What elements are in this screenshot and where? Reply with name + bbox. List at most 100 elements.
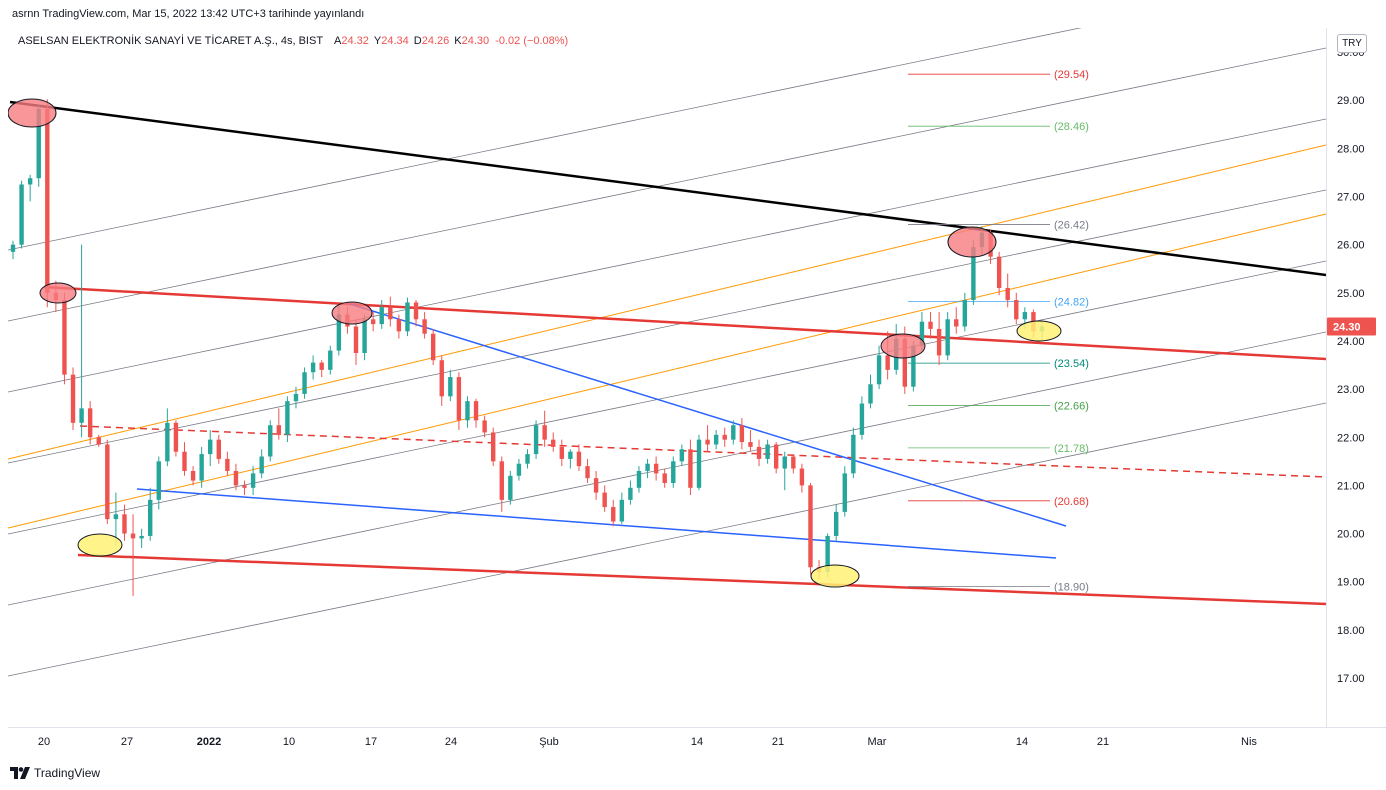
last-price-tag [1327,317,1376,336]
candle-body [10,244,16,252]
high-value: 24.34 [381,35,409,47]
fib-level-label: (24.82) [1054,296,1089,308]
x-axis-tick-label: Mar [868,736,887,748]
y-axis-tick-label: 25.00 [1337,288,1365,300]
candle-body [936,328,942,356]
candle-body [165,422,170,462]
pivot-high-marker [39,282,77,304]
candle-body [156,461,161,500]
candle-body [722,434,727,440]
candle-body [868,384,873,404]
fib-level-label: (26.42) [1054,219,1089,231]
channel-orange-line [8,213,1326,529]
candle-body [473,401,479,421]
candle-body [370,319,376,325]
x-axis-tick-label: Nis [1241,736,1257,748]
fib-level-label: (22.66) [1054,400,1089,412]
candle-body [696,439,702,488]
footer-branding[interactable]: TradingView [10,764,100,782]
published-info: asrnn TradingView.com, Mar 15, 2022 13:4… [12,8,365,20]
channel-orange-line [8,144,1326,460]
candle-body [611,507,616,522]
candle-body [628,487,633,500]
blue-trendline-upper [349,303,1067,527]
candle-body [45,108,50,293]
candle-body [773,444,779,469]
currency-button[interactable]: TRY [1337,34,1367,53]
candle-body [954,319,959,327]
candle-body [173,422,179,452]
candle-body [911,345,916,387]
candle-body [362,319,367,353]
y-axis-tick-label: 29.00 [1337,95,1365,107]
candle-body [825,535,830,573]
channel-gray-line [8,331,1326,606]
candle-body [902,338,907,387]
channel-gray-line [8,47,1326,322]
candle-body [1022,312,1028,320]
candle-body [19,184,24,245]
x-axis-tick-label: 27 [121,736,133,748]
y-axis-tick-label: 21.00 [1337,480,1365,492]
candle-body [233,470,239,486]
candle-body [199,454,204,481]
candle-body [679,449,685,462]
candle-body [225,458,230,471]
candle-body [319,362,324,370]
candle-body [508,475,513,500]
candle-body [422,319,427,334]
candle-body [430,333,436,361]
x-axis-tick-label: 10 [283,736,295,748]
candle-body [782,456,787,469]
candle-body [302,372,307,394]
candle-body [328,350,333,370]
candle-body [413,302,419,320]
candle-body [551,439,556,447]
candle-body [62,300,67,375]
pivot-high-marker [8,98,57,128]
candle-body [851,434,856,474]
candle-body [379,307,384,325]
x-axis-tick-label: 21 [772,736,784,748]
pivot-low-marker [77,533,123,557]
x-axis-tick-label: 2022 [197,736,221,748]
x-axis-tick-label: 24 [445,736,457,748]
candle-body [250,473,256,488]
candle-body [27,178,33,185]
x-axis-tick-label: 20 [38,736,50,748]
y-axis-tick-label: 18.00 [1337,625,1365,637]
fib-level-label: (18.90) [1054,582,1089,594]
candle-body [353,326,359,353]
x-axis-tick-label: Şub [539,736,559,748]
y-axis-tick-label: 28.00 [1337,143,1365,155]
candle-body [139,535,144,539]
candle-body [242,485,247,488]
candle-body [1005,287,1010,301]
low-value: 24.26 [421,35,450,47]
candle-body [388,307,393,320]
candle-body [533,425,539,455]
candle-body [190,470,196,481]
y-axis-tick-label: 27.00 [1337,192,1365,204]
candle-body [748,442,753,447]
candle-body [456,377,462,421]
open-label: A [334,35,342,47]
candle-body [96,437,101,445]
candle-body [122,514,127,534]
high-label: Y [373,35,382,47]
candle-body [36,108,41,179]
candle-body [971,247,976,301]
publish-bar: asrnn TradingView.com, Mar 15, 2022 13:4… [0,0,1386,28]
candle-body [705,439,710,445]
channel-gray-line [8,402,1326,677]
candle-body [182,451,187,471]
symbol-name[interactable]: ASELSAN ELEKTRONİK SANAYİ VE TİCARET A.Ş… [18,35,324,47]
x-axis-tick-label: 21 [1097,736,1109,748]
channel-gray-line [8,189,1326,464]
pivot-high-marker [331,301,373,325]
candle-body [739,425,745,443]
y-axis-tick-label: 17.00 [1337,673,1365,685]
red-dashed-midline [79,425,1326,478]
fib-level-label: (21.78) [1054,443,1089,455]
